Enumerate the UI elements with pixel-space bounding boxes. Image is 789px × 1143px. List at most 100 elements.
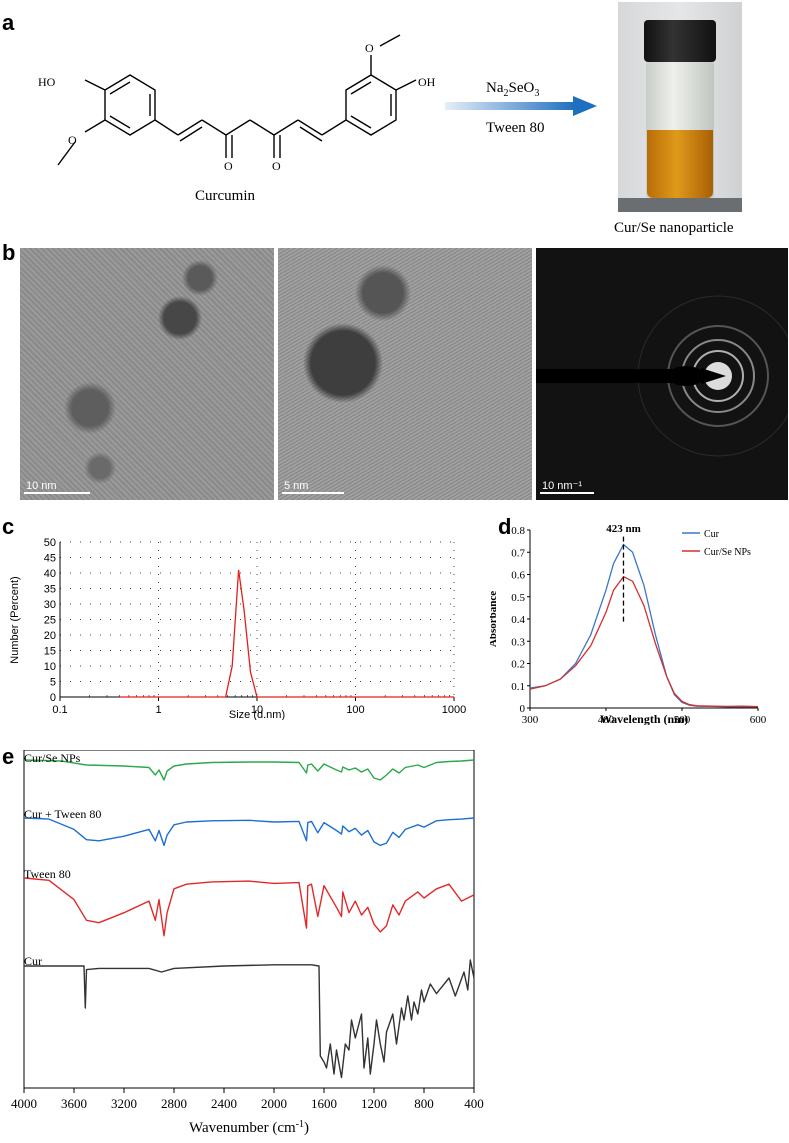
ftir-trace — [23, 877, 475, 937]
panel-d-letter: d — [498, 514, 512, 539]
surfactant-label: Tween 80 — [486, 120, 545, 136]
y-tick-label: 20 — [44, 630, 56, 642]
chart-d-series — [529, 543, 759, 708]
chart-d-ylabel: Absorbance — [490, 591, 499, 647]
ketone-o-label-2: O — [272, 159, 281, 173]
saed-pattern: 10 nm⁻¹ — [536, 248, 788, 500]
x-tick-label: 2400 — [211, 1096, 237, 1111]
x-tick-label: 500 — [674, 714, 691, 725]
vial-photo — [618, 2, 742, 212]
saed-rings — [536, 295, 788, 457]
peak-annotation: 423 nm — [606, 523, 641, 535]
reaction-arrow — [445, 96, 597, 116]
vial-cap — [644, 20, 716, 62]
y-tick-label: 5 — [50, 677, 56, 689]
x-tick-label: 100 — [346, 704, 364, 716]
x-tick-label: 300 — [522, 714, 539, 725]
vial-liquid — [647, 130, 713, 198]
absorbance-line — [529, 543, 759, 708]
x-tick-label: 3600 — [61, 1096, 87, 1111]
y-tick-label: 0 — [520, 703, 526, 715]
o-left-label: O — [68, 133, 77, 147]
y-tick-label: 0.6 — [511, 570, 525, 582]
y-tick-label: 30 — [44, 599, 56, 611]
chart-d: 0 0.1 0.2 0.3 0.4 0.5 0.6 0.7 0.8 300 400 500 600 4… — [490, 523, 767, 725]
scale-bar-2 — [282, 492, 344, 494]
x-tick-label: 1000 — [442, 704, 466, 716]
absorbance-line — [529, 575, 759, 708]
chart-c-xticks: 0.1 1 10 100 1000 — [52, 695, 466, 716]
vial-table — [618, 198, 742, 212]
tem-image-2: 5 nm — [278, 248, 532, 500]
legend-label-cur: Cur — [704, 529, 720, 540]
chart-e-frame — [23, 750, 475, 1089]
x-tick-label: 400 — [598, 714, 615, 725]
panel-c-letter: c — [2, 514, 15, 539]
label-cur-tween: Cur + Tween 80 — [24, 807, 101, 821]
x-tick-label: 400 — [464, 1096, 484, 1111]
chart-c-xlabel: Size (d.nm) — [229, 709, 285, 720]
label-cur: Cur — [24, 954, 42, 968]
y-tick-label: 0.4 — [511, 614, 525, 626]
y-tick-label: 10 — [44, 661, 56, 673]
ftir-trace — [23, 817, 475, 847]
chart-e-xlabel: Wavenumber (cm-1) — [189, 1119, 309, 1137]
y-tick-label: 0.5 — [511, 592, 525, 604]
oh-left-label: HO — [38, 75, 56, 89]
reagent-label: Na2SeO3 — [486, 80, 540, 99]
product-label: Cur/Se nanoparticle — [614, 220, 734, 236]
chart-c-yticks: 0 5 10 15 20 25 30 35 40 45 50 — [44, 537, 56, 704]
chart-e-xticks: 4000 3600 3200 2800 2400 2000 1600 1200 800 400 — [11, 1088, 484, 1111]
y-tick-label: 45 — [44, 553, 56, 565]
scale-label-2: 5 nm — [284, 480, 309, 492]
chart-d-xticks: 300 400 500 600 — [522, 708, 767, 725]
y-tick-label: 50 — [44, 537, 56, 549]
chart-e: 4000 3600 3200 2800 2400 2000 1600 1200 800 400 C… — [11, 750, 484, 1137]
chart-e-series — [23, 759, 475, 1079]
scale-bar-1 — [24, 492, 90, 494]
scale-bar-3 — [540, 492, 594, 494]
chart-c-grid — [60, 541, 455, 697]
ketone-o-label-1: O — [224, 159, 233, 173]
x-tick-label: 600 — [750, 714, 767, 725]
x-tick-label: 10 — [251, 704, 263, 716]
x-tick-label: 2800 — [161, 1096, 187, 1111]
panel-a-letter: a — [2, 10, 15, 35]
label-tween: Tween 80 — [24, 867, 71, 881]
y-tick-label: 0.1 — [511, 681, 525, 693]
panel-b-letter: b — [2, 240, 16, 265]
label-cur-se-nps: Cur/Se NPs — [24, 751, 81, 765]
chart-d-legend: Cur Cur/Se NPs — [682, 529, 751, 558]
y-tick-label: 15 — [44, 646, 56, 658]
oh-right-label: OH — [418, 75, 436, 89]
curcumin-label: Curcumin — [195, 188, 255, 204]
x-tick-label: 1 — [155, 704, 161, 716]
y-tick-label: 0.2 — [511, 659, 525, 671]
chart-c-series — [119, 569, 454, 698]
chart-d-xlabel: Wavelength (nm) — [600, 712, 688, 725]
chart-d-yticks: 0 0.1 0.2 0.3 0.4 0.5 0.6 0.7 0.8 — [511, 525, 530, 715]
x-tick-label: 1600 — [311, 1096, 337, 1111]
ftir-trace — [24, 959, 475, 1079]
chart-c-ylabel: Number (Percent) — [9, 576, 21, 663]
size-distribution-line — [119, 569, 454, 698]
y-tick-label: 35 — [44, 584, 56, 596]
tem-image-1: 10 nm — [20, 248, 274, 500]
y-tick-label: 0.8 — [511, 525, 525, 537]
y-tick-label: 25 — [44, 615, 56, 627]
x-tick-label: 2000 — [261, 1096, 287, 1111]
o-right-label: O — [365, 41, 374, 55]
ftir-trace — [23, 759, 475, 781]
x-tick-label: 3200 — [111, 1096, 137, 1111]
x-tick-label: 0.1 — [52, 704, 67, 716]
panel-e-letter: e — [2, 744, 15, 769]
x-tick-label: 800 — [414, 1096, 434, 1111]
x-tick-label: 1200 — [361, 1096, 387, 1111]
y-tick-label: 0.7 — [511, 547, 525, 559]
y-tick-label: 0 — [50, 692, 56, 704]
curcumin-structure: HO O O O O OH — [38, 34, 436, 173]
y-tick-label: 40 — [44, 568, 56, 580]
y-tick-label: 0.3 — [511, 636, 525, 648]
legend-label-curse: Cur/Se NPs — [704, 547, 751, 558]
scale-label-3: 10 nm⁻¹ — [542, 480, 583, 492]
